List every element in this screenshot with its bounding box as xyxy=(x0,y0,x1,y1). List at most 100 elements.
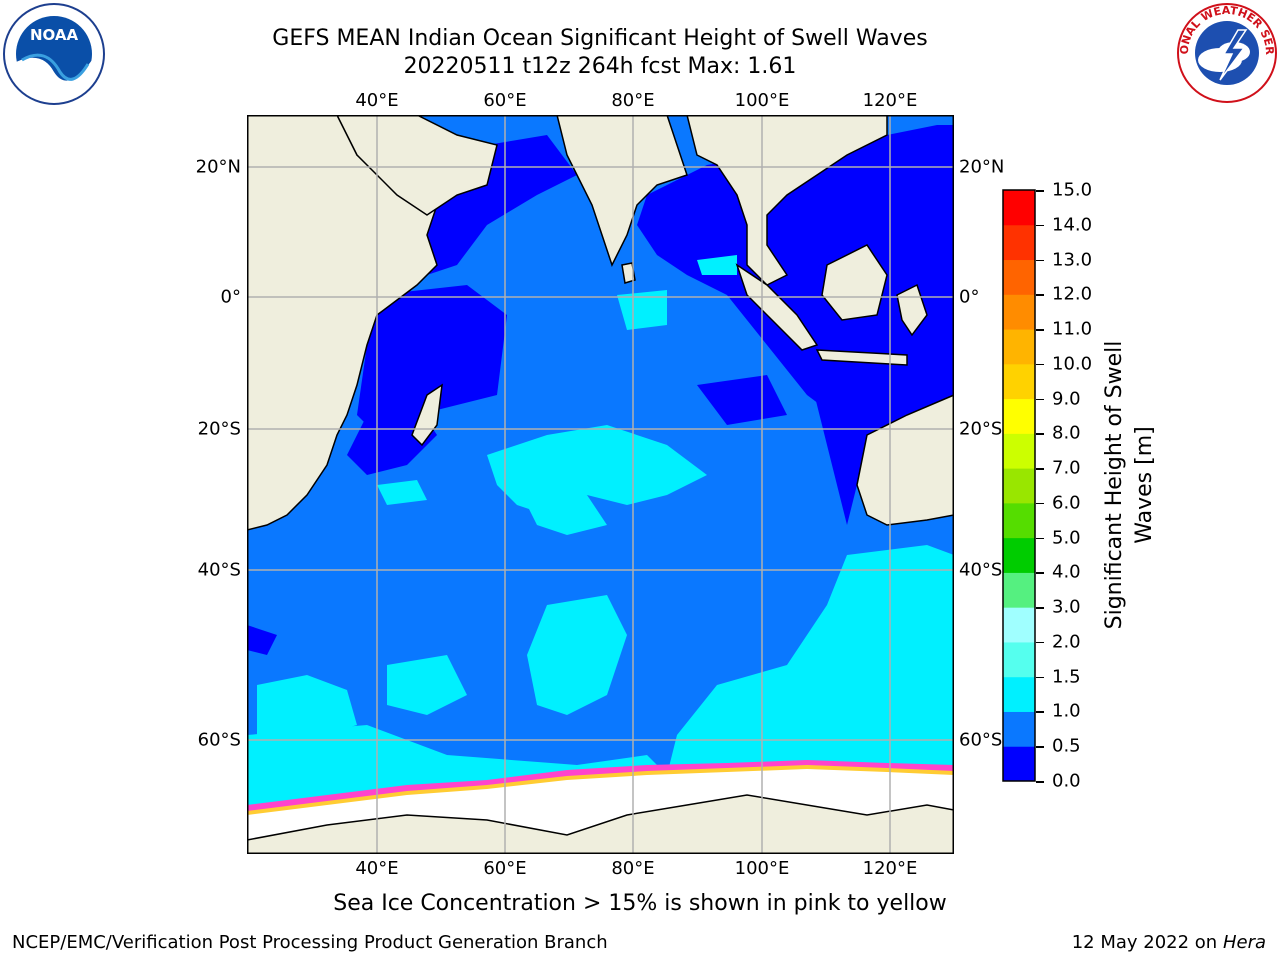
sumatra xyxy=(735,263,819,351)
borneo xyxy=(821,244,888,321)
map-gridlines xyxy=(247,115,954,854)
map-title-line1: GEFS MEAN Indian Ocean Significant Heigh… xyxy=(272,26,928,51)
lon-tick-bottom-40e: 40°E xyxy=(355,858,399,879)
colorbar-segment xyxy=(1003,572,1035,608)
colorbar-segment xyxy=(1003,468,1035,504)
colorbar-tick-mark xyxy=(1036,329,1044,331)
australia xyxy=(856,394,954,526)
colorbar-frame xyxy=(1002,189,1036,782)
moderate-swell-regions xyxy=(247,255,954,815)
lon-tick-top-120e: 120°E xyxy=(862,90,918,111)
colorbar-tick-label: 1.5 xyxy=(1052,666,1081,688)
india xyxy=(556,115,688,267)
lat-tick-left-40s: 40°S xyxy=(197,559,241,581)
lat-tick-left-0: 0° xyxy=(220,286,241,308)
colorbar-tick-label: 15.0 xyxy=(1052,179,1093,201)
colorbar-segment xyxy=(1003,190,1035,226)
colorbar-tick-mark xyxy=(1036,363,1044,366)
colorbar-tick-mark xyxy=(1036,746,1044,748)
sri-lanka xyxy=(621,262,636,284)
colorbar-segment xyxy=(1003,607,1035,643)
colorbar-tick-label: 0.5 xyxy=(1052,735,1081,757)
colorbar-tick-label: 1.0 xyxy=(1052,700,1081,722)
colorbar-tick-mark xyxy=(1036,711,1044,713)
colorbar-tick-label: 8.0 xyxy=(1052,422,1081,444)
colorbar-segment xyxy=(1003,398,1035,434)
colorbar-segment xyxy=(1003,259,1035,295)
colorbar-label-line1: Significant Height of Swell xyxy=(1102,340,1127,630)
noaa-logo-icon: NOAA xyxy=(3,3,105,105)
colorbar-tick-mark xyxy=(1036,398,1044,401)
colorbar-segment xyxy=(1003,711,1035,747)
footer-date: 12 May 2022 on Hera xyxy=(1072,932,1266,953)
colorbar-segment xyxy=(1003,433,1035,469)
nws-logo-icon: NATIONAL WEATHER SERVICE xyxy=(1176,2,1277,103)
lat-tick-right-20s: 20°S xyxy=(959,418,1003,440)
lat-tick-left-20n: 20°N xyxy=(195,156,241,178)
colorbar-tick-label: 5.0 xyxy=(1052,527,1081,549)
colorbar-tick-label: 7.0 xyxy=(1052,457,1081,479)
colorbar-tick-label: 9.0 xyxy=(1052,388,1081,410)
colorbar-tick-label: 11.0 xyxy=(1052,318,1093,340)
colorbar-segment xyxy=(1003,294,1035,330)
noaa-logo-text: NOAA xyxy=(30,26,79,44)
map-title-line2: 20220511 t12z 264h fcst Max: 1.61 xyxy=(403,54,797,79)
colorbar-segment xyxy=(1003,224,1035,261)
lat-tick-left-60s: 60°S xyxy=(197,729,241,751)
colorbar-tick-mark xyxy=(1036,224,1044,227)
colorbar-tick-label: 6.0 xyxy=(1052,492,1081,514)
lon-tick-bottom-100e: 100°E xyxy=(734,858,790,879)
sea-ice-note: Sea Ice Concentration > 15% is shown in … xyxy=(333,891,947,916)
colorbar-segment xyxy=(1003,329,1035,365)
swell-height-map xyxy=(247,115,954,854)
colorbar-tick-mark xyxy=(1036,502,1044,505)
lat-tick-right-20n: 20°N xyxy=(959,156,1005,178)
colorbar-segment xyxy=(1003,502,1035,539)
java xyxy=(815,349,908,366)
lat-tick-right-40s: 40°S xyxy=(959,559,1003,581)
colorbar-tick-mark xyxy=(1036,572,1044,574)
colorbar-tick-mark xyxy=(1036,676,1044,679)
colorbar-segments xyxy=(1003,190,1035,782)
antarctica xyxy=(247,794,954,854)
lat-tick-right-0: 0° xyxy=(959,286,980,308)
colorbar-tick-label: 4.0 xyxy=(1052,561,1081,583)
lon-tick-top-80e: 80°E xyxy=(611,90,655,111)
colorbar-tick-label: 2.0 xyxy=(1052,631,1081,653)
colorbar-tick-mark xyxy=(1036,259,1044,262)
colorbar xyxy=(1002,189,1036,782)
footer-host: Hera xyxy=(1222,932,1266,953)
colorbar-tick-mark xyxy=(1036,294,1044,296)
colorbar-tick-label: 10.0 xyxy=(1052,353,1093,375)
colorbar-tick-label: 3.0 xyxy=(1052,596,1081,618)
colorbar-segment xyxy=(1003,363,1035,400)
colorbar-label-line2: Waves [m] xyxy=(1132,426,1157,544)
lon-tick-top-40e: 40°E xyxy=(355,90,399,111)
footer-branch: NCEP/EMC/Verification Post Processing Pr… xyxy=(12,932,608,953)
lon-tick-bottom-120e: 120°E xyxy=(862,858,918,879)
lat-tick-left-20s: 20°S xyxy=(197,418,241,440)
colorbar-tick-mark xyxy=(1036,607,1044,609)
lon-tick-top-60e: 60°E xyxy=(483,90,527,111)
colorbar-tick-mark xyxy=(1036,468,1044,470)
colorbar-tick-mark xyxy=(1036,781,1044,783)
colorbar-segment xyxy=(1003,641,1035,678)
low-swell-regions xyxy=(247,125,954,655)
landmasses xyxy=(247,115,954,854)
colorbar-tick-mark xyxy=(1036,641,1044,644)
colorbar-tick-label: 0.0 xyxy=(1052,770,1081,792)
colorbar-tick-label: 14.0 xyxy=(1052,214,1093,236)
colorbar-segment xyxy=(1003,537,1035,573)
colorbar-segment xyxy=(1003,746,1035,782)
colorbar-tick-label: 13.0 xyxy=(1052,249,1093,271)
colorbar-tick-mark xyxy=(1036,433,1044,435)
colorbar-label: Significant Height of Swell Waves [m] xyxy=(1100,341,1160,630)
colorbar-segment xyxy=(1003,676,1035,712)
map-frame xyxy=(247,115,954,854)
lat-tick-right-60s: 60°S xyxy=(959,729,1003,751)
lon-tick-top-100e: 100°E xyxy=(734,90,790,111)
colorbar-tick-mark xyxy=(1036,190,1044,192)
southeast-asia xyxy=(686,115,888,286)
colorbar-tick-label: 12.0 xyxy=(1052,283,1093,305)
lon-tick-bottom-80e: 80°E xyxy=(611,858,655,879)
